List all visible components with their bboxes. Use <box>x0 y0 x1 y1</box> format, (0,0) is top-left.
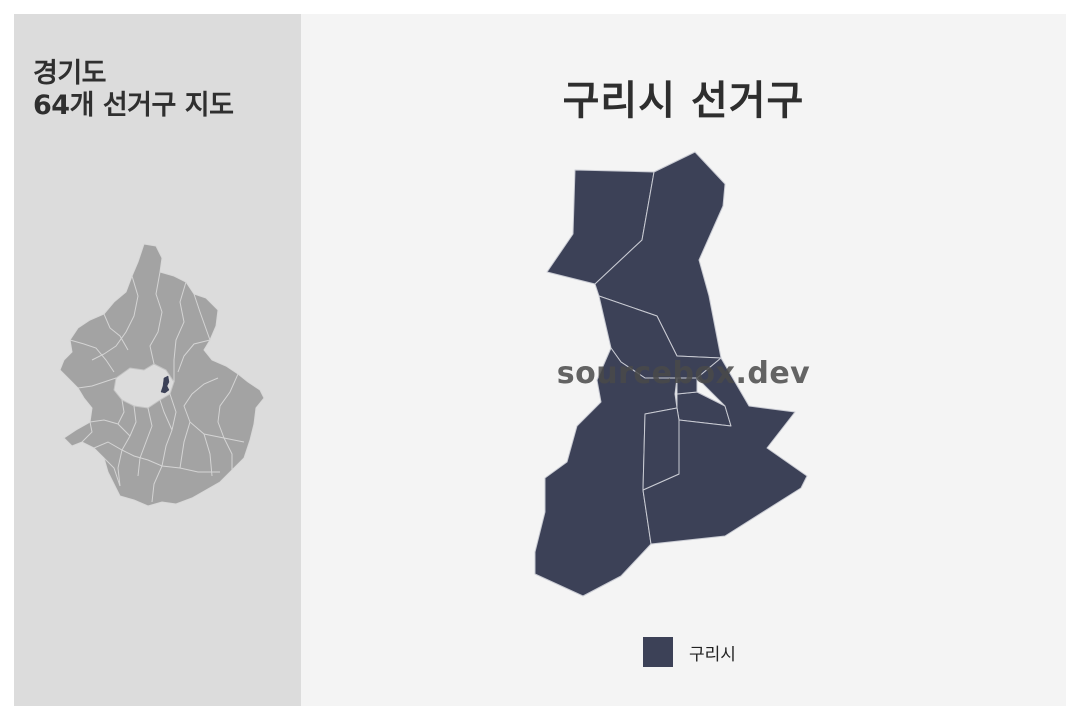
district-shape <box>676 377 698 395</box>
watermark-text: sourcebox.dev <box>556 356 811 391</box>
sidebar-title-line1: 경기도 <box>33 58 107 89</box>
legend: 구리시 <box>643 637 736 667</box>
legend-swatch <box>643 637 673 667</box>
sidebar-panel: 경기도 64개 선거구 지도 <box>14 14 301 706</box>
guri-highlight-shape <box>160 375 170 394</box>
guri-detail-map <box>534 151 808 597</box>
district-shape <box>642 357 808 545</box>
legend-label: 구리시 <box>689 644 736 665</box>
district-boundaries <box>69 271 245 503</box>
map-frame: 경기도 64개 선거구 지도 <box>14 14 1066 706</box>
page-title: 구리시 선거구 <box>562 78 805 124</box>
main-panel: 구리시 선거구 sourcebox.dev 구리시 <box>301 14 1066 706</box>
district-shape <box>642 407 680 491</box>
sidebar-title: 경기도 64개 선거구 지도 <box>33 58 234 122</box>
gyeonggi-overview-map <box>59 243 265 507</box>
guri-districts <box>534 151 808 597</box>
sidebar-title-line2: 64개 선거구 지도 <box>33 90 234 121</box>
